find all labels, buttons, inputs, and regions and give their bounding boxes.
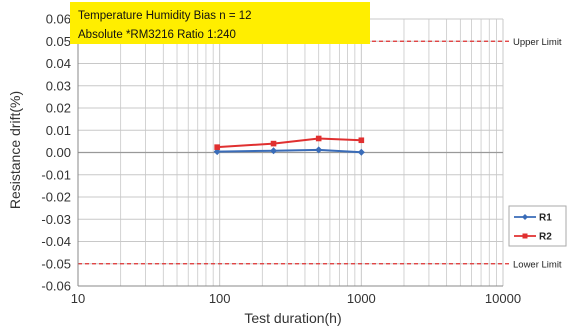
- series-r2-point: [358, 137, 365, 144]
- series-r1-point: [270, 147, 278, 155]
- upper-limit-label: Upper Limit: [513, 37, 562, 48]
- series-r1-line: [217, 148, 362, 154]
- series-r1-point: [357, 148, 365, 156]
- y-tick-label: 0.04: [46, 56, 71, 71]
- y-tick-label: -0.04: [41, 234, 71, 249]
- x-tick-label: 10: [71, 291, 85, 306]
- y-tick-label: 0.05: [46, 34, 71, 49]
- legend-items: R1 R2: [514, 213, 552, 243]
- tick-labels: 0.06 0.05 0.04 0.03 0.02 0.01 0.00 -0.01 -0.02 -0…: [41, 12, 521, 307]
- x-tick-label: 100: [209, 291, 231, 306]
- y-tick-label: 0.01: [46, 123, 71, 138]
- y-tick-label: -0.05: [41, 256, 71, 271]
- y-tick-label: 0.06: [46, 12, 71, 27]
- x-tick-label: 1000: [347, 291, 376, 306]
- x-axis-title: Test duration(h): [244, 310, 341, 326]
- title-box-background: [70, 2, 370, 44]
- grid: [77, 18, 504, 287]
- y-tick-label: -0.06: [41, 279, 71, 294]
- y-tick-label: 0.03: [46, 78, 71, 93]
- axes: [77, 19, 503, 287]
- y-tick-label: -0.01: [41, 167, 71, 182]
- series-r2-point: [270, 140, 277, 147]
- legend-box: [508, 205, 567, 247]
- chart-title-line-2: Absolute *RM3216 Ratio 1:240: [78, 29, 236, 41]
- legend-r1-marker: [522, 214, 528, 220]
- series-r2-point: [214, 144, 220, 150]
- x-tick-label: 10000: [485, 291, 521, 306]
- series-r1-point: [315, 146, 323, 154]
- legend-r2-marker: [522, 233, 528, 239]
- series-r2-line: [217, 137, 362, 149]
- series-layer: [213, 135, 365, 156]
- lower-limit-label: Lower Limit: [513, 259, 562, 270]
- legend: R1 R2: [508, 205, 567, 247]
- legend-r2-label: R2: [539, 232, 552, 243]
- series-r2-point: [315, 135, 322, 142]
- legend-r1-label: R1: [539, 213, 552, 224]
- y-axis-title: Resistance drift(%): [7, 91, 23, 209]
- y-tick-label: 0.02: [46, 101, 71, 116]
- y-tick-label: 0.00: [46, 145, 71, 160]
- y-tick-label: -0.03: [41, 212, 71, 227]
- title-box: Temperature Humidity Bias n = 12 Absolut…: [70, 2, 370, 44]
- y-tick-label: -0.02: [41, 190, 71, 205]
- chart-title-line-1: Temperature Humidity Bias n = 12: [78, 10, 252, 22]
